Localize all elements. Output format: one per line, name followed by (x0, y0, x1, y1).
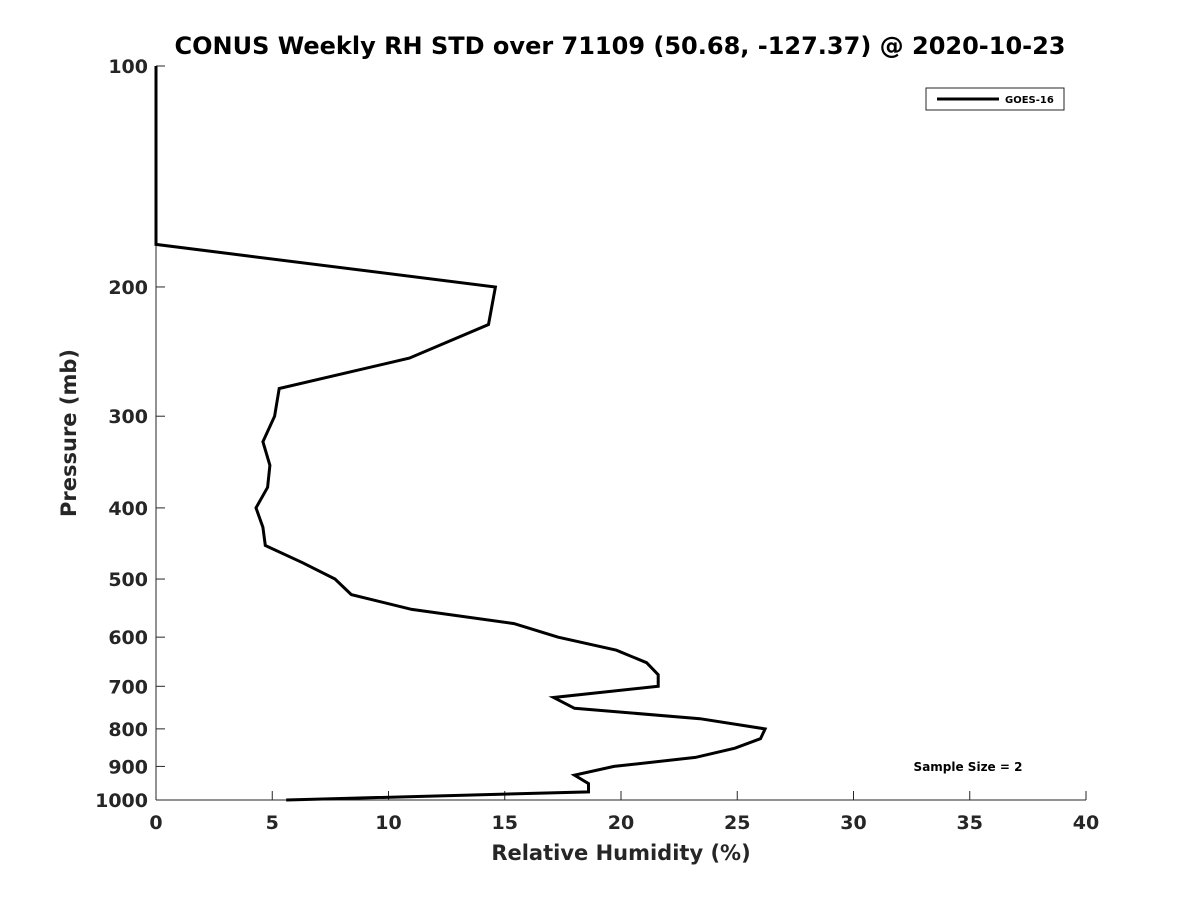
x-tick-label: 5 (266, 812, 279, 834)
y-tick-label: 700 (108, 676, 148, 698)
y-tick-label: 600 (108, 627, 148, 649)
x-axis-label: Relative Humidity (%) (491, 841, 750, 865)
x-tick-label: 20 (608, 812, 634, 834)
x-tick-label: 40 (1073, 812, 1099, 834)
y-tick-label: 800 (108, 719, 148, 741)
y-tick-label: 100 (108, 56, 148, 78)
y-tick-label: 1000 (95, 790, 148, 812)
x-tick-label: 10 (375, 812, 401, 834)
y-tick-label: 300 (108, 406, 148, 428)
plot-area (154, 66, 768, 802)
x-tick-label: 0 (149, 812, 162, 834)
y-tick-label: 200 (108, 277, 148, 299)
x-tick-label: 15 (492, 812, 518, 834)
y-ticks: 100 200 300 400 500 600 700 800 900 1000 (95, 56, 165, 812)
legend-label-goes-16: GOES-16 (1005, 95, 1054, 106)
y-tick-label: 500 (108, 569, 148, 591)
y-tick-label: 400 (108, 498, 148, 520)
x-tick-label: 25 (724, 812, 750, 834)
series-line-goes-16 (154, 66, 768, 802)
x-ticks: 0 5 10 15 20 25 30 35 40 (149, 791, 1099, 834)
chart-title: CONUS Weekly RH STD over 71109 (50.68, -… (174, 32, 1065, 60)
x-tick-label: 35 (957, 812, 983, 834)
x-tick-label: 30 (840, 812, 866, 834)
y-axis-label: Pressure (mb) (57, 349, 81, 517)
legend: GOES-16 (925, 87, 1065, 111)
y-tick-label: 900 (108, 756, 148, 778)
sample-size-annotation: Sample Size = 2 (914, 760, 1023, 774)
